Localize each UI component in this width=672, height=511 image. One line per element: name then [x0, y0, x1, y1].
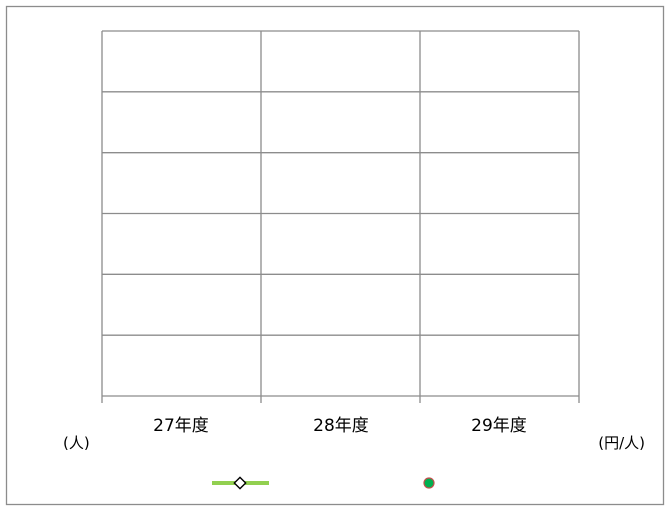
x-tick-label-0: 27年度: [153, 416, 209, 436]
x-tick-label-1: 28年度: [313, 416, 369, 436]
legend-entry-series-2: [423, 477, 435, 489]
legend-circle-marker: [423, 477, 435, 489]
x-tick-label-2: 29年度: [471, 416, 527, 436]
plot-grid: [101, 30, 580, 403]
right-axis-unit: (円/人): [598, 434, 645, 452]
legend: [212, 476, 435, 490]
x-tick-labels: 27年度 28年度 29年度: [153, 416, 527, 436]
chart-outer-border: [5, 5, 665, 506]
legend-diamond-marker: [233, 476, 247, 490]
left-axis-unit: (人): [63, 434, 90, 452]
legend-entry-series-1: [212, 476, 269, 490]
